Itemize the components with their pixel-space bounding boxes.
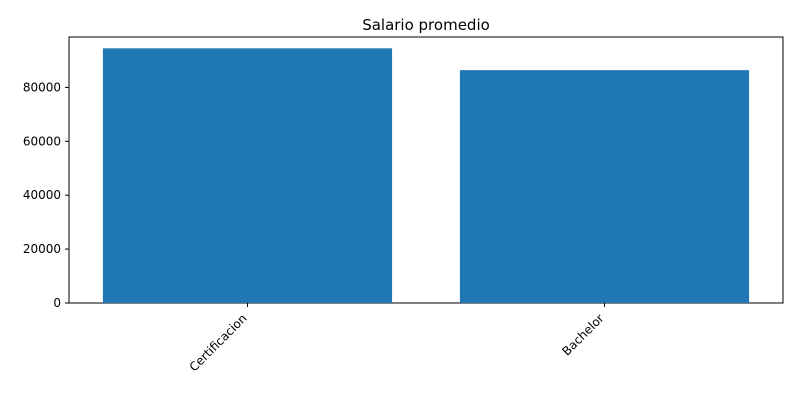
y-tick-label: 0 <box>53 296 61 310</box>
x-tick-label: Certificacion <box>187 311 250 374</box>
x-axis: Certificacion Bachelor <box>187 303 607 374</box>
bars <box>102 48 750 304</box>
chart-title: Salario promedio <box>362 16 490 34</box>
bar-bachelor <box>459 70 750 304</box>
bar-certificacion <box>102 48 393 303</box>
y-tick-label: 20000 <box>23 242 61 256</box>
y-axis: 0 20000 40000 60000 80000 <box>23 80 69 310</box>
x-tick-label: Bachelor <box>559 311 606 358</box>
plot-frame <box>68 36 784 304</box>
plot-area <box>68 36 784 304</box>
y-tick-label: 40000 <box>23 188 61 202</box>
y-tick-label: 60000 <box>23 134 61 148</box>
y-tick-label: 80000 <box>23 80 61 94</box>
